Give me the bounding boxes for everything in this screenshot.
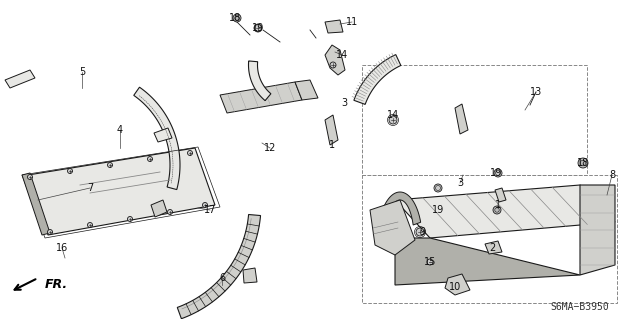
Text: 10: 10 bbox=[449, 282, 461, 292]
Polygon shape bbox=[380, 192, 420, 225]
Circle shape bbox=[255, 25, 262, 32]
Bar bbox=[362, 175, 617, 303]
Polygon shape bbox=[295, 80, 318, 100]
Text: 16: 16 bbox=[56, 243, 68, 253]
Text: 3: 3 bbox=[341, 98, 347, 108]
Text: 19: 19 bbox=[432, 205, 444, 215]
Text: FR.: FR. bbox=[45, 278, 68, 291]
Polygon shape bbox=[22, 173, 50, 235]
Circle shape bbox=[67, 168, 72, 174]
Bar bbox=[362, 65, 587, 175]
Polygon shape bbox=[325, 45, 345, 75]
Polygon shape bbox=[248, 61, 271, 100]
Circle shape bbox=[494, 169, 502, 177]
Text: 19: 19 bbox=[490, 168, 502, 178]
Text: 14: 14 bbox=[336, 50, 348, 60]
Text: 7: 7 bbox=[87, 183, 93, 193]
Text: S6MA−B3950: S6MA−B3950 bbox=[550, 302, 609, 312]
Circle shape bbox=[578, 158, 588, 168]
Circle shape bbox=[127, 217, 132, 221]
Text: 1: 1 bbox=[495, 200, 501, 210]
Text: 12: 12 bbox=[264, 143, 276, 153]
Circle shape bbox=[147, 157, 152, 161]
Polygon shape bbox=[495, 188, 506, 202]
Polygon shape bbox=[485, 241, 502, 254]
Polygon shape bbox=[177, 214, 260, 319]
Text: 8: 8 bbox=[609, 170, 615, 180]
Polygon shape bbox=[325, 20, 343, 33]
Text: 1: 1 bbox=[329, 140, 335, 150]
Circle shape bbox=[108, 162, 113, 167]
Text: 3: 3 bbox=[457, 178, 463, 188]
Text: 14: 14 bbox=[387, 110, 399, 120]
Polygon shape bbox=[395, 185, 615, 238]
Circle shape bbox=[434, 184, 442, 192]
Text: 18: 18 bbox=[577, 158, 589, 168]
Polygon shape bbox=[243, 268, 257, 283]
Circle shape bbox=[188, 151, 193, 155]
Polygon shape bbox=[370, 200, 415, 255]
Circle shape bbox=[427, 259, 433, 265]
Polygon shape bbox=[445, 274, 470, 295]
Polygon shape bbox=[134, 87, 180, 189]
Circle shape bbox=[330, 62, 336, 68]
Text: 4: 4 bbox=[117, 125, 123, 135]
Polygon shape bbox=[154, 128, 172, 142]
Polygon shape bbox=[151, 200, 167, 217]
Circle shape bbox=[47, 229, 52, 234]
Circle shape bbox=[88, 222, 93, 227]
Circle shape bbox=[168, 210, 173, 214]
Text: 13: 13 bbox=[530, 87, 542, 97]
Circle shape bbox=[202, 203, 207, 207]
Circle shape bbox=[233, 14, 241, 22]
Polygon shape bbox=[325, 115, 338, 145]
Circle shape bbox=[416, 228, 424, 236]
Text: 6: 6 bbox=[219, 273, 225, 283]
Polygon shape bbox=[220, 82, 302, 113]
Polygon shape bbox=[580, 185, 615, 275]
Polygon shape bbox=[354, 55, 401, 104]
Polygon shape bbox=[5, 70, 35, 88]
Polygon shape bbox=[28, 148, 215, 235]
Circle shape bbox=[389, 116, 397, 124]
Text: 2: 2 bbox=[489, 243, 495, 253]
Text: 17: 17 bbox=[204, 205, 216, 215]
Text: 18: 18 bbox=[229, 13, 241, 23]
Text: 11: 11 bbox=[346, 17, 358, 27]
Circle shape bbox=[493, 206, 501, 214]
Circle shape bbox=[28, 174, 33, 180]
Text: 15: 15 bbox=[424, 257, 436, 267]
Polygon shape bbox=[395, 238, 580, 285]
Text: 5: 5 bbox=[79, 67, 85, 77]
Text: 19: 19 bbox=[252, 23, 264, 33]
Polygon shape bbox=[455, 104, 468, 134]
Text: 9: 9 bbox=[419, 227, 425, 237]
